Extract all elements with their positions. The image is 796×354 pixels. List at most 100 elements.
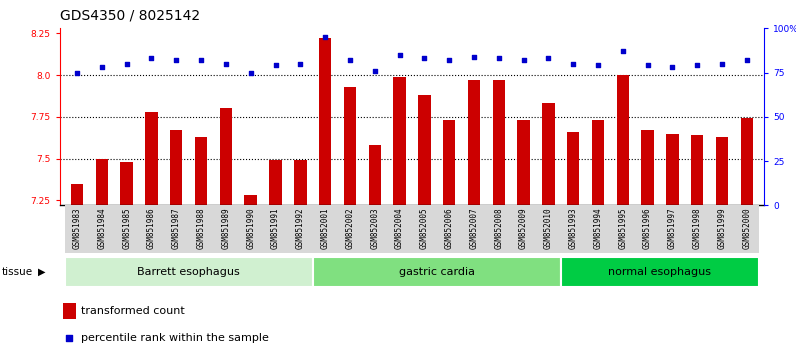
Bar <box>294 160 306 205</box>
Point <box>145 56 158 61</box>
Point <box>318 34 331 40</box>
Bar <box>238 205 263 253</box>
Bar <box>560 257 759 287</box>
Bar <box>313 205 338 253</box>
Text: gastric cardia: gastric cardia <box>399 267 474 277</box>
Point <box>170 57 182 63</box>
Point <box>269 63 282 68</box>
Text: GSM851991: GSM851991 <box>271 208 280 249</box>
Bar <box>213 205 238 253</box>
Bar <box>64 257 313 287</box>
Point <box>467 54 480 59</box>
Bar <box>486 205 511 253</box>
Text: GSM852001: GSM852001 <box>321 208 330 249</box>
Text: GSM851988: GSM851988 <box>197 208 205 249</box>
Bar <box>611 205 635 253</box>
Point <box>294 61 306 67</box>
Bar <box>567 132 579 205</box>
Bar <box>511 205 536 253</box>
Bar <box>139 205 164 253</box>
Bar <box>96 159 108 205</box>
Bar <box>412 205 437 253</box>
Bar <box>462 205 486 253</box>
Text: GSM851996: GSM851996 <box>643 208 652 249</box>
Point <box>369 68 381 74</box>
Bar <box>71 184 84 205</box>
Bar <box>542 103 555 205</box>
Point <box>344 57 357 63</box>
Point <box>96 64 108 70</box>
Bar <box>716 137 728 205</box>
Text: GSM851990: GSM851990 <box>246 208 256 249</box>
Point <box>195 57 208 63</box>
Bar <box>115 205 139 253</box>
Text: GSM852005: GSM852005 <box>419 208 429 249</box>
Text: GDS4350 / 8025142: GDS4350 / 8025142 <box>60 9 200 23</box>
Bar <box>195 137 207 205</box>
Bar <box>586 205 611 253</box>
Bar <box>64 205 89 253</box>
Bar <box>468 80 480 205</box>
Text: GSM851998: GSM851998 <box>693 208 702 249</box>
Point <box>616 48 629 54</box>
Point <box>740 57 753 63</box>
Text: GSM851994: GSM851994 <box>594 208 603 249</box>
Bar <box>666 133 678 205</box>
Text: percentile rank within the sample: percentile rank within the sample <box>81 333 269 343</box>
Point <box>542 56 555 61</box>
Bar <box>369 145 381 205</box>
Bar <box>387 205 412 253</box>
Bar <box>393 77 406 205</box>
Text: GSM851989: GSM851989 <box>221 208 230 249</box>
Text: GSM851987: GSM851987 <box>172 208 181 249</box>
Bar <box>288 205 313 253</box>
Bar <box>418 95 431 205</box>
Bar <box>313 257 560 287</box>
Text: GSM851995: GSM851995 <box>618 208 627 249</box>
Bar <box>536 205 560 253</box>
Point <box>591 63 604 68</box>
Bar <box>591 120 604 205</box>
Bar <box>164 205 189 253</box>
Bar <box>493 80 505 205</box>
Bar <box>269 160 282 205</box>
Text: GSM852008: GSM852008 <box>494 208 503 249</box>
Bar <box>635 205 660 253</box>
Text: GSM851993: GSM851993 <box>568 208 578 249</box>
Point <box>642 63 654 68</box>
Text: tissue: tissue <box>2 267 33 277</box>
Point <box>220 61 232 67</box>
Bar <box>170 130 182 205</box>
Bar <box>362 205 387 253</box>
Point <box>63 335 76 341</box>
Bar <box>517 120 530 205</box>
Point <box>567 61 579 67</box>
Text: GSM852006: GSM852006 <box>445 208 454 249</box>
Bar <box>220 108 232 205</box>
Bar <box>89 205 115 253</box>
Text: normal esophagus: normal esophagus <box>608 267 712 277</box>
Point <box>244 70 257 75</box>
Text: transformed count: transformed count <box>81 306 185 316</box>
Point <box>493 56 505 61</box>
Point <box>691 63 704 68</box>
Point <box>517 57 530 63</box>
Bar <box>740 119 753 205</box>
Text: GSM851999: GSM851999 <box>717 208 727 249</box>
Bar <box>63 303 76 319</box>
Bar <box>642 130 654 205</box>
Bar <box>244 195 257 205</box>
Bar <box>338 205 362 253</box>
Text: GSM851983: GSM851983 <box>72 208 81 249</box>
Bar <box>263 205 288 253</box>
Text: GSM852010: GSM852010 <box>544 208 553 249</box>
Point <box>120 61 133 67</box>
Bar <box>685 205 709 253</box>
Point <box>716 61 728 67</box>
Bar <box>344 87 356 205</box>
Bar <box>319 38 331 205</box>
Text: GSM852000: GSM852000 <box>743 208 751 249</box>
Bar <box>189 205 213 253</box>
Text: GSM851997: GSM851997 <box>668 208 677 249</box>
Bar <box>437 205 462 253</box>
